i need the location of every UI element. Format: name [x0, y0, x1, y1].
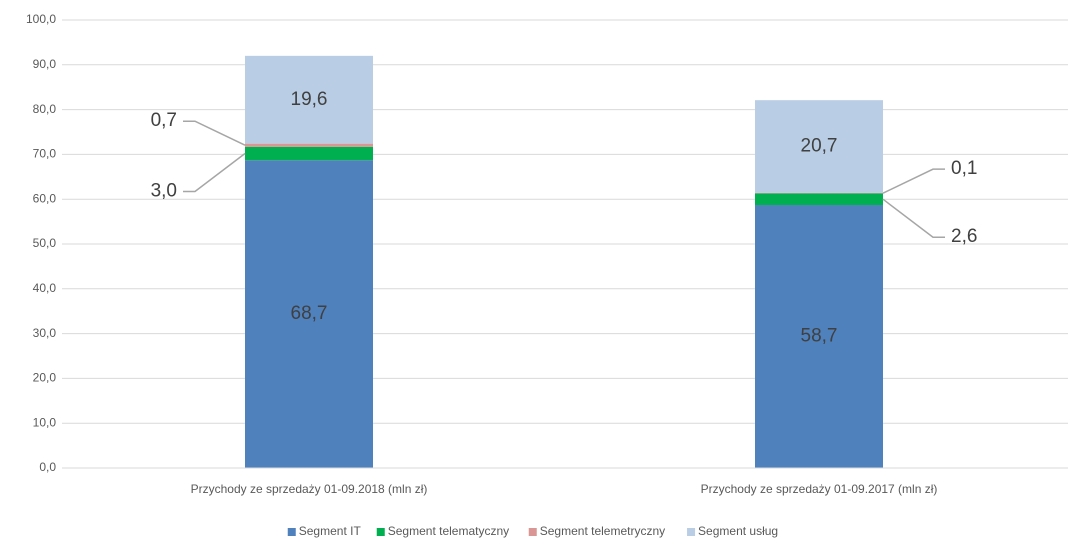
- y-tick-label: 40,0: [33, 281, 57, 295]
- legend-swatch: [528, 528, 537, 536]
- legend-label: Segment usług: [698, 524, 778, 538]
- leader-line: [882, 168, 945, 194]
- data-label: 2,6: [951, 226, 977, 247]
- data-label: 19,6: [291, 89, 328, 110]
- legend-label: Segment telemetryczny: [540, 524, 665, 538]
- leader-line: [183, 120, 246, 146]
- y-tick-label: 0,0: [39, 460, 56, 474]
- y-tick-label: 30,0: [33, 326, 57, 340]
- y-tick-label: 60,0: [33, 191, 57, 205]
- x-tick-label: Przychody ze sprzedaży 01-09.2017 (mln z…: [701, 482, 938, 496]
- y-tick-label: 70,0: [33, 147, 57, 161]
- y-tick-label: 80,0: [33, 102, 57, 116]
- legend-label: Segment IT: [299, 524, 362, 538]
- bar-segment: [755, 205, 883, 469]
- leader-line: [183, 152, 246, 193]
- y-tick-label: 50,0: [33, 236, 57, 250]
- x-tick-label: Przychody ze sprzedaży 01-09.2018 (mln z…: [191, 482, 428, 496]
- data-label: 0,7: [151, 110, 177, 131]
- data-label: 0,1: [951, 158, 977, 179]
- y-tick-label: 10,0: [33, 415, 57, 429]
- leader-line: [882, 198, 945, 238]
- legend-label: Segment telematyczny: [388, 524, 509, 538]
- data-label: 58,7: [801, 326, 838, 347]
- data-label: 68,7: [291, 303, 328, 324]
- data-label: 20,7: [801, 136, 838, 157]
- y-tick-label: 100,0: [26, 12, 56, 26]
- bar-segment: [245, 146, 373, 161]
- bar-segment: [245, 55, 373, 144]
- bar-segment: [245, 160, 373, 468]
- bar-segment: [245, 143, 373, 147]
- bar-segment: [755, 193, 883, 206]
- y-tick-label: 20,0: [33, 371, 57, 385]
- data-label: 3,0: [151, 181, 177, 202]
- y-tick-label: 90,0: [33, 57, 57, 71]
- legend-swatch: [287, 528, 296, 536]
- legend-swatch: [687, 528, 696, 536]
- legend-swatch: [376, 528, 385, 536]
- bar-segment: [755, 100, 883, 193]
